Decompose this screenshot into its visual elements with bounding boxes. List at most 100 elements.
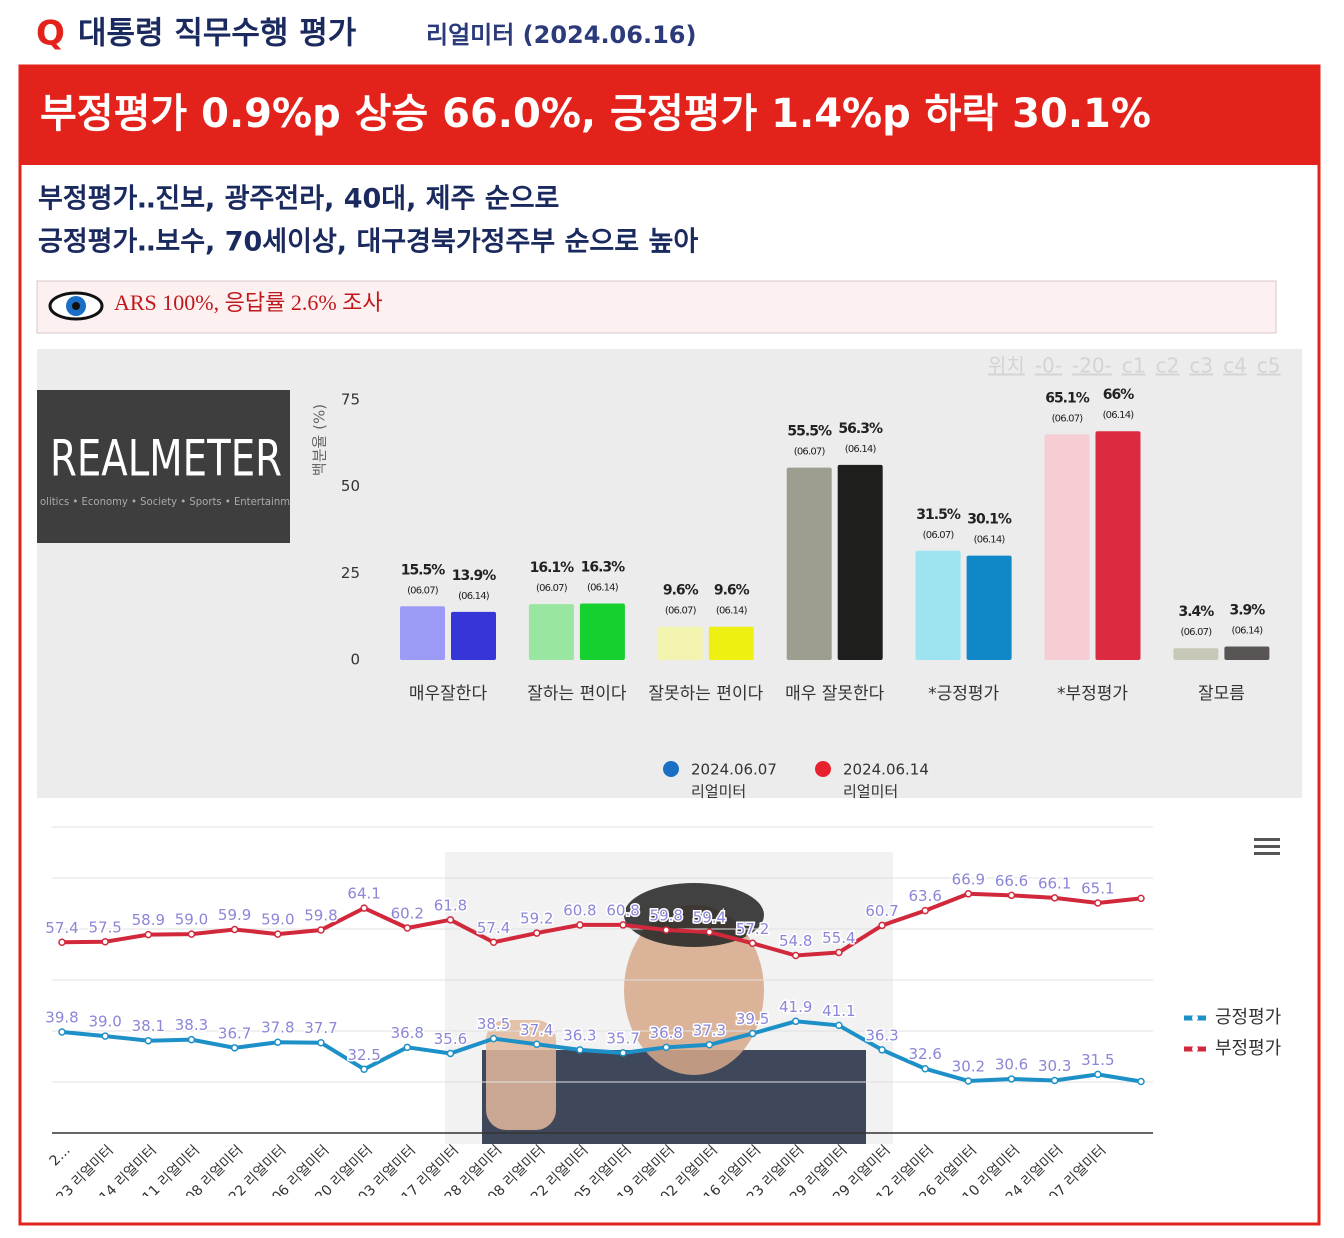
- legend-label: 2024.06.07: [691, 761, 777, 779]
- point-label: 66.6: [995, 872, 1028, 890]
- point-label: 36.8: [650, 1024, 683, 1042]
- point-label: 38.1: [132, 1017, 165, 1035]
- point: [619, 921, 627, 929]
- y-tick-label: 25: [341, 564, 360, 582]
- headline-banner: [20, 66, 1319, 165]
- bar-value-label: 3.9%: [1229, 602, 1265, 618]
- point-label: 58.9: [132, 911, 165, 929]
- point-label: 59.2: [520, 910, 553, 928]
- bar-date-label: (06.14): [458, 591, 490, 602]
- point-label: 64.1: [347, 885, 380, 903]
- point: [230, 925, 239, 934]
- nav-link[interactable]: -20-: [1072, 354, 1112, 378]
- point-label: 59.0: [175, 911, 208, 929]
- bar-value-label: 13.9%: [452, 568, 497, 584]
- menu-button[interactable]: [1254, 838, 1280, 855]
- point: [489, 1034, 498, 1043]
- point-label: 41.1: [822, 1002, 855, 1020]
- logo-tagline: olitics • Economy • Society • Sports • E…: [40, 495, 290, 508]
- bar-date-label: (06.07): [1180, 627, 1212, 638]
- point: [835, 1021, 843, 1030]
- bar: [966, 555, 1012, 660]
- point: [533, 929, 541, 937]
- q-mark: Q: [36, 14, 65, 54]
- y-tick-label: 75: [341, 391, 360, 409]
- legend-marker: [815, 761, 831, 777]
- bar: [1173, 648, 1219, 660]
- bar-date-label: (06.14): [587, 582, 619, 593]
- headline: 부정평가 0.9%p 상승 66.0%, 긍정평가 1.4%p 하락 30.1%: [40, 91, 1151, 137]
- bar-value-label: 55.5%: [787, 424, 832, 440]
- point: [576, 921, 584, 929]
- bar-value-label: 9.6%: [714, 583, 750, 599]
- bar-value-label: 66%: [1103, 387, 1134, 403]
- point-label: 30.3: [1038, 1057, 1071, 1075]
- x-tick-label: 매우 잘못한다: [785, 684, 885, 704]
- point-label: 65.1: [1081, 879, 1114, 897]
- point-label: 41.9: [779, 998, 812, 1016]
- logo-title: REALMETER: [50, 430, 282, 488]
- bar-value-label: 3.4%: [1178, 604, 1214, 620]
- bar-value-label: 9.6%: [663, 583, 699, 599]
- subtitle: 긍정평가‥보수, 70세이상, 대구경북가정주부 순으로 높아: [38, 227, 698, 258]
- legend-marker: [1192, 1015, 1198, 1021]
- nav-link[interactable]: c3: [1189, 354, 1213, 378]
- point: [748, 939, 757, 948]
- x-tick-label: 잘하는 편이다: [527, 684, 627, 704]
- nav-link[interactable]: 위치: [988, 354, 1025, 378]
- point: [446, 916, 455, 924]
- bar: [451, 611, 496, 660]
- page-title: 대통령 직무수행 평가: [78, 16, 357, 52]
- point-label: 57.4: [477, 919, 510, 937]
- point-label: 57.2: [736, 920, 769, 938]
- point: [878, 1046, 886, 1054]
- point: [317, 926, 325, 934]
- point-label: 38.5: [477, 1015, 510, 1033]
- nav-link[interactable]: -0-: [1035, 354, 1062, 378]
- legend-marker: [663, 761, 679, 777]
- point-label: 57.4: [45, 919, 78, 937]
- point-label: 60.8: [606, 901, 639, 919]
- point-label: 35.7: [606, 1029, 639, 1047]
- point-label: 59.8: [304, 907, 337, 925]
- point: [403, 1043, 412, 1052]
- nav-link[interactable]: c2: [1156, 354, 1180, 378]
- point-label: 32.6: [908, 1045, 941, 1063]
- bar-value-label: 16.1%: [530, 560, 575, 576]
- point-label: 30.2: [952, 1057, 985, 1075]
- legend-source: 리얼미터: [691, 783, 746, 801]
- bar: [528, 604, 574, 660]
- point: [360, 904, 368, 912]
- point: [921, 906, 929, 915]
- nav-link[interactable]: c4: [1223, 354, 1247, 378]
- series-line: [61, 1019, 1142, 1084]
- point: [144, 1036, 153, 1045]
- point-label: 37.8: [261, 1019, 294, 1037]
- bar: [708, 626, 754, 660]
- point: [101, 938, 109, 946]
- point-label: 37.4: [520, 1021, 553, 1039]
- bar: [400, 606, 445, 660]
- legend-source: 리얼미터: [843, 783, 898, 801]
- bar: [837, 464, 883, 660]
- point-label: 39.5: [736, 1010, 769, 1028]
- bar-date-label: (06.07): [407, 585, 439, 596]
- note-box: [36, 280, 1277, 334]
- page-source: 리얼미터 (2024.06.16): [426, 21, 696, 49]
- point: [317, 1038, 325, 1047]
- point: [274, 930, 282, 938]
- photo: [445, 852, 893, 1144]
- nav-link[interactable]: c1: [1122, 354, 1146, 378]
- nav-link[interactable]: c5: [1257, 354, 1281, 378]
- x-tick-label: 매우잘한다: [409, 684, 488, 704]
- point: [791, 1017, 800, 1026]
- point-label: 66.1: [1038, 874, 1071, 892]
- point: [403, 924, 412, 932]
- bar: [786, 467, 832, 660]
- point: [576, 1046, 584, 1054]
- point: [58, 938, 66, 947]
- point-label: 37.3: [693, 1021, 726, 1039]
- point-label: 36.8: [391, 1024, 424, 1042]
